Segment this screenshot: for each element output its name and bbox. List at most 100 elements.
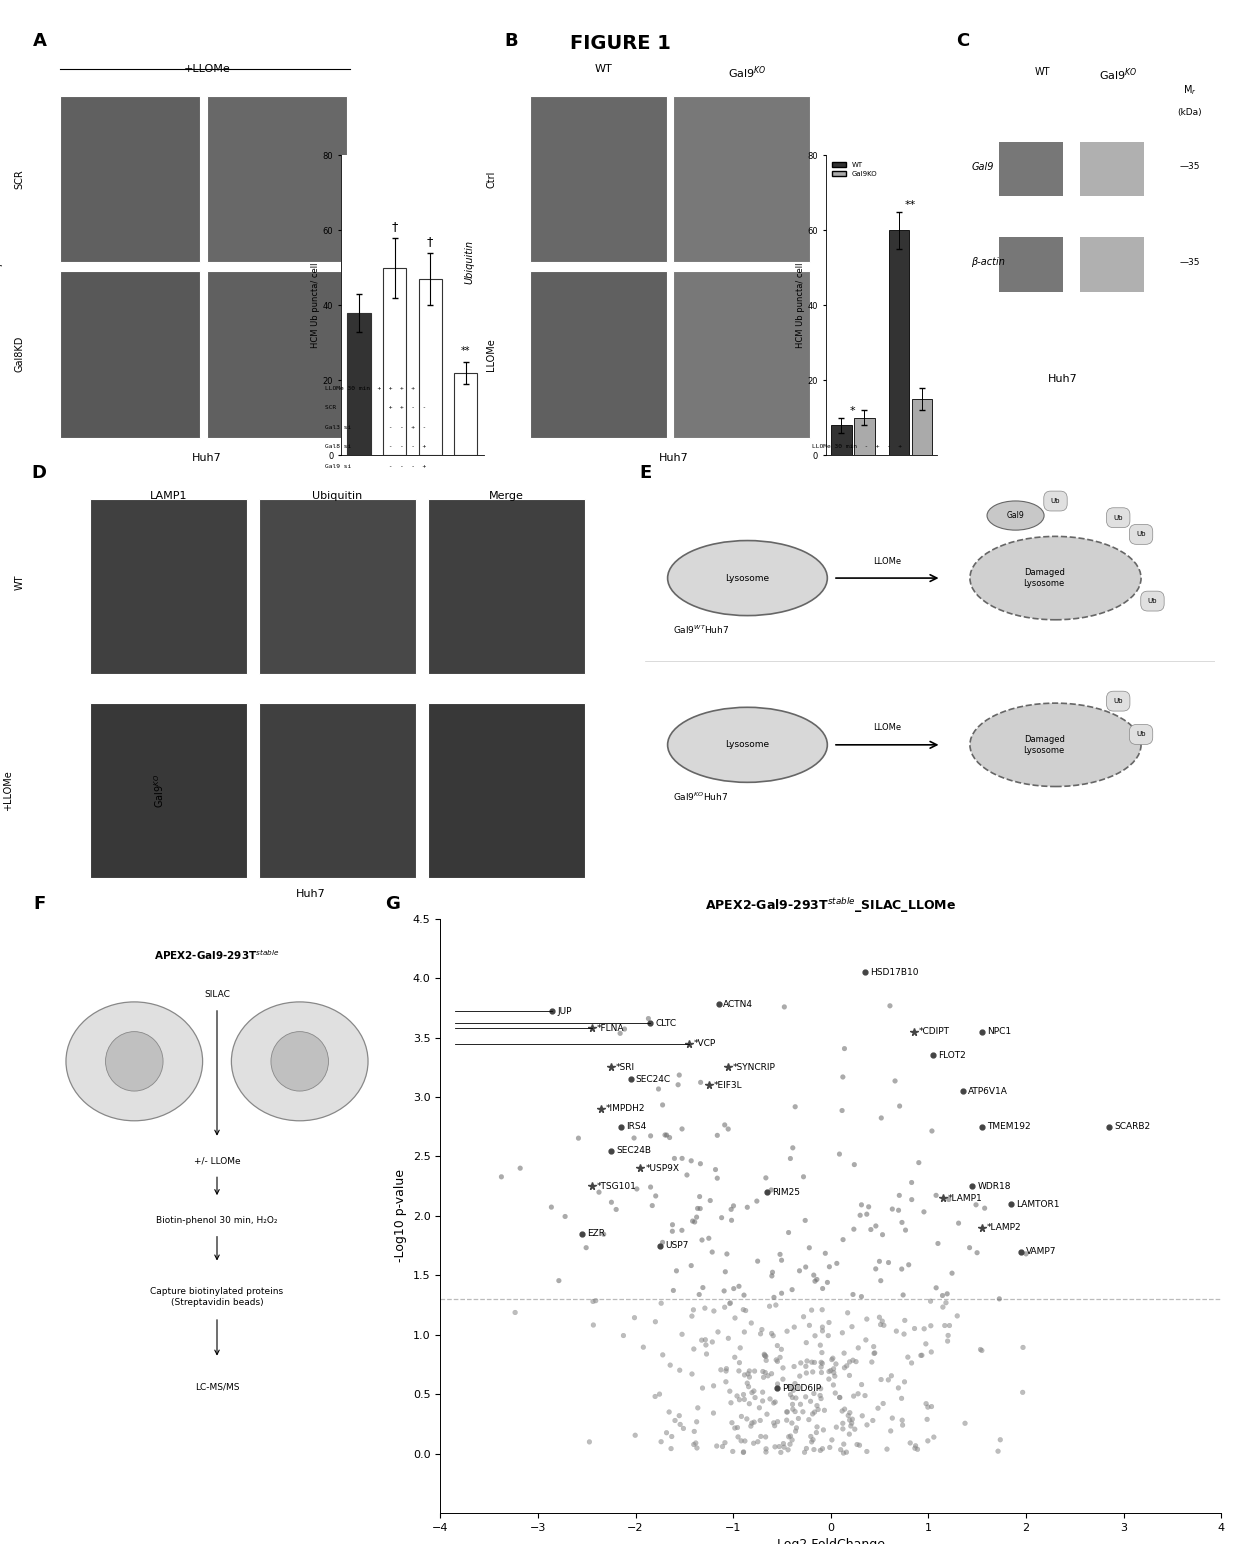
Point xyxy=(918,1407,937,1431)
Point xyxy=(805,1349,825,1374)
Point xyxy=(848,1382,868,1407)
Point xyxy=(921,1394,941,1419)
Point xyxy=(701,1189,720,1214)
Point xyxy=(792,1399,812,1424)
Point xyxy=(901,1170,921,1195)
Point xyxy=(665,1408,684,1433)
Text: *VCP: *VCP xyxy=(694,1039,717,1048)
Text: *LAMP2: *LAMP2 xyxy=(987,1223,1022,1232)
Point xyxy=(894,1322,914,1346)
Text: LC-MS/MS: LC-MS/MS xyxy=(195,1382,239,1391)
Point xyxy=(691,1197,711,1221)
Point xyxy=(795,1207,815,1232)
Point xyxy=(873,1309,893,1334)
Point xyxy=(920,1289,940,1314)
Point xyxy=(720,1291,740,1315)
Point xyxy=(699,1226,719,1251)
Text: SEC24C: SEC24C xyxy=(635,1075,671,1084)
Point xyxy=(732,1428,751,1453)
Point xyxy=(733,1441,753,1465)
Text: LLOMe: LLOMe xyxy=(873,723,901,732)
Point xyxy=(790,1363,810,1388)
Point xyxy=(745,1359,765,1383)
Point xyxy=(786,1385,806,1410)
Point xyxy=(718,1326,738,1351)
Ellipse shape xyxy=(970,536,1141,619)
Bar xyxy=(1080,238,1145,292)
Point xyxy=(839,1363,859,1388)
Point xyxy=(750,1322,770,1346)
Point xyxy=(681,1254,701,1278)
Point xyxy=(670,1357,689,1382)
Point xyxy=(883,1405,903,1430)
Point xyxy=(842,1314,862,1339)
Point xyxy=(918,1428,937,1453)
Point xyxy=(832,1399,852,1424)
Point xyxy=(735,1299,755,1323)
Text: *LAMP1: *LAMP1 xyxy=(949,1194,983,1203)
Text: Gal9: Gal9 xyxy=(971,162,993,171)
Point xyxy=(878,1368,898,1393)
Point xyxy=(863,1408,883,1433)
Point xyxy=(744,1431,764,1456)
Text: *FLNA: *FLNA xyxy=(596,1024,624,1033)
Point xyxy=(909,1150,929,1175)
Point xyxy=(765,1390,785,1414)
Point xyxy=(847,1433,867,1458)
Point xyxy=(935,1314,955,1339)
Point xyxy=(780,1382,800,1407)
Point xyxy=(835,1397,854,1422)
Point xyxy=(842,1411,862,1436)
Point xyxy=(820,1254,839,1278)
Point xyxy=(835,1340,854,1365)
Point xyxy=(770,1241,790,1266)
Point xyxy=(898,1345,918,1370)
Point xyxy=(717,1356,737,1380)
Point xyxy=(542,1195,562,1220)
Point xyxy=(671,1413,691,1437)
Point xyxy=(729,1274,749,1299)
Text: TMEM192: TMEM192 xyxy=(987,1122,1030,1132)
Point xyxy=(779,1425,799,1450)
Point xyxy=(923,1119,942,1144)
Point xyxy=(714,1278,734,1303)
Text: WT: WT xyxy=(1034,66,1050,77)
Point xyxy=(882,1363,901,1388)
Point xyxy=(682,1303,702,1328)
Text: M$_r$: M$_r$ xyxy=(1183,83,1197,97)
Point xyxy=(812,1340,832,1365)
Point xyxy=(771,1337,791,1362)
Point xyxy=(774,1434,794,1459)
Text: Huh7: Huh7 xyxy=(192,452,222,463)
Bar xyxy=(428,703,585,879)
Text: *SRI: *SRI xyxy=(616,1062,635,1072)
Point xyxy=(972,1339,992,1363)
Point xyxy=(745,1385,765,1410)
Y-axis label: -Log10 p-value: -Log10 p-value xyxy=(394,1169,407,1263)
Point xyxy=(805,1400,825,1425)
Point xyxy=(756,1348,776,1373)
Point xyxy=(893,1413,913,1437)
Point xyxy=(782,1397,802,1422)
Point xyxy=(738,1362,758,1387)
Point xyxy=(796,1354,816,1379)
Point xyxy=(657,1420,677,1445)
Point xyxy=(688,1197,708,1221)
Text: Ub: Ub xyxy=(1148,598,1157,604)
Point xyxy=(905,1433,925,1458)
Point xyxy=(585,1288,605,1312)
Bar xyxy=(854,418,874,455)
Point xyxy=(852,1373,872,1397)
Text: β-actin: β-actin xyxy=(971,258,1006,267)
Point xyxy=(830,1385,849,1410)
Point xyxy=(707,1122,727,1147)
Text: SCARB2: SCARB2 xyxy=(1114,1122,1151,1132)
Point xyxy=(624,1126,644,1150)
Point xyxy=(852,1403,872,1428)
Point xyxy=(729,1351,749,1376)
Text: C: C xyxy=(956,32,970,49)
Bar xyxy=(531,96,667,262)
Point xyxy=(753,1388,773,1413)
Point xyxy=(837,1441,857,1465)
Point xyxy=(786,1419,806,1444)
